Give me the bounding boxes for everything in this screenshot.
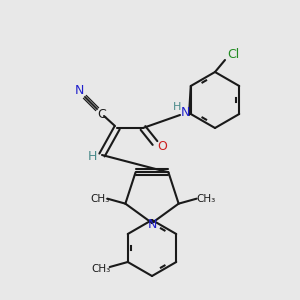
Text: O: O <box>157 140 167 152</box>
Text: N: N <box>180 106 190 119</box>
Text: N: N <box>147 218 157 230</box>
Text: Cl: Cl <box>227 49 239 62</box>
Text: H: H <box>173 102 181 112</box>
Text: N: N <box>74 85 84 98</box>
Text: C: C <box>98 107 106 121</box>
Text: H: H <box>87 151 97 164</box>
Text: CH₃: CH₃ <box>91 194 110 204</box>
Text: CH₃: CH₃ <box>196 194 215 204</box>
Text: CH₃: CH₃ <box>91 264 110 274</box>
